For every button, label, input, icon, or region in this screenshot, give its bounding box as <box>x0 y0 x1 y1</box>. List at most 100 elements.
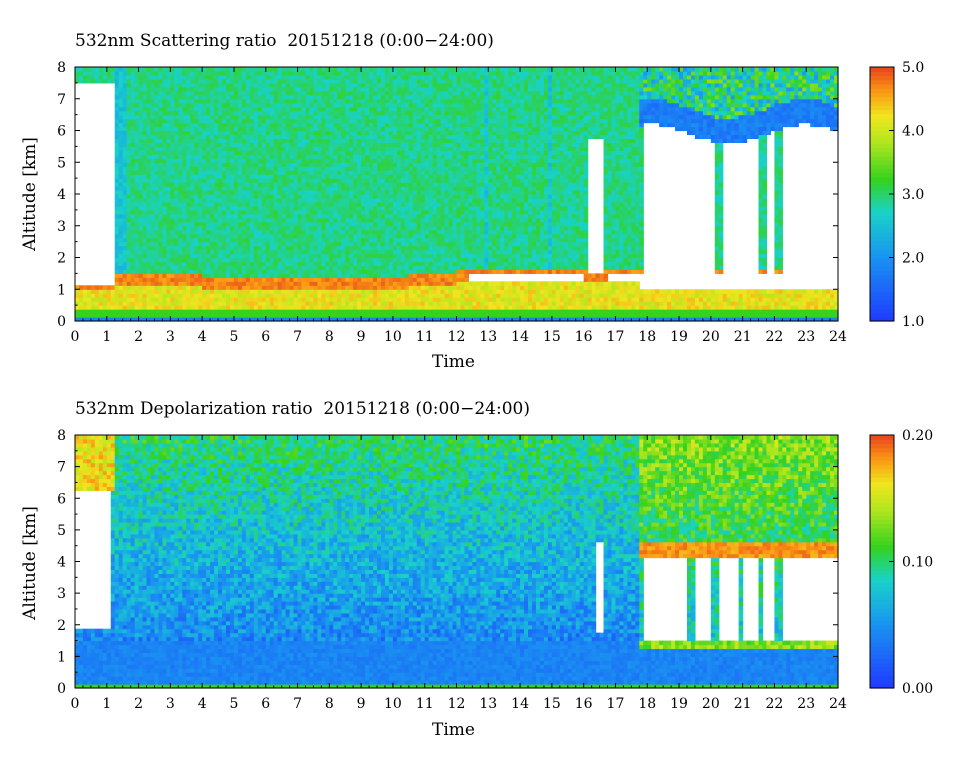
heatmap-cell <box>325 106 330 112</box>
heatmap-cell <box>126 317 132 322</box>
heatmap-cell <box>309 237 315 243</box>
heatmap-cell <box>154 178 160 183</box>
heatmap-cell <box>265 102 271 108</box>
heatmap-cell <box>222 110 227 116</box>
heatmap-cell <box>237 301 243 306</box>
heatmap-cell <box>357 90 362 96</box>
heatmap-cell <box>237 98 243 104</box>
heatmap-cell <box>146 217 152 223</box>
heatmap-cell <box>253 317 259 322</box>
heatmap-cell <box>122 205 128 211</box>
heatmap-cell <box>408 178 414 183</box>
heatmap-cell <box>174 174 179 179</box>
heatmap-cell <box>329 273 334 278</box>
heatmap-cell <box>337 257 342 263</box>
heatmap-cell <box>229 86 235 92</box>
heatmap-cell <box>408 94 414 100</box>
heatmap-cell <box>249 213 255 219</box>
heatmap-cell <box>190 261 195 267</box>
heatmap-cell <box>229 241 235 247</box>
heatmap-cell <box>118 158 124 163</box>
heatmap-cell <box>126 70 132 76</box>
heatmap-cell <box>309 190 315 195</box>
heatmap-cell <box>357 301 362 306</box>
heatmap-cell <box>265 297 271 302</box>
heatmap-cell <box>202 90 207 96</box>
heatmap-cell <box>301 261 307 267</box>
heatmap-cell <box>301 134 307 140</box>
heatmap-cell <box>313 194 319 199</box>
heatmap-cell <box>190 289 195 294</box>
heatmap-cell <box>273 86 279 92</box>
heatmap-cell <box>229 253 235 259</box>
heatmap-cell <box>114 142 120 147</box>
heatmap-cell <box>293 190 299 195</box>
heatmap-cell <box>245 245 251 251</box>
heatmap-cell <box>329 194 334 199</box>
heatmap-cell <box>384 237 390 243</box>
heatmap-cell <box>146 158 152 163</box>
heatmap-cell <box>273 190 279 195</box>
heatmap-cell <box>222 277 227 282</box>
heatmap-cell <box>325 265 330 271</box>
heatmap-cell <box>86 74 92 80</box>
heatmap-cell <box>400 301 406 306</box>
heatmap-cell <box>313 186 319 191</box>
heatmap-cell <box>229 237 235 243</box>
heatmap-cell <box>94 285 100 290</box>
heatmap-cell <box>257 178 263 183</box>
heatmap-cell <box>297 150 303 155</box>
heatmap-cell <box>257 229 263 235</box>
heatmap-cell <box>341 269 346 274</box>
heatmap-cell <box>313 122 319 128</box>
heatmap-cell <box>174 317 179 322</box>
heatmap-cell <box>233 142 239 147</box>
heatmap-cell <box>170 269 175 274</box>
heatmap-cell <box>321 94 326 100</box>
heatmap-cell <box>154 217 160 223</box>
heatmap-cell <box>190 197 195 203</box>
heatmap-cell <box>206 146 211 151</box>
heatmap-cell <box>114 166 120 171</box>
heatmap-cell <box>408 217 414 223</box>
heatmap-cell <box>233 285 239 290</box>
heatmap-cell <box>277 253 283 259</box>
heatmap-cell <box>357 197 362 203</box>
heatmap-cell <box>373 273 378 278</box>
heatmap-cell <box>357 74 362 80</box>
heatmap-cell <box>333 70 338 76</box>
heatmap-cell <box>373 106 378 112</box>
heatmap-cell <box>277 114 283 120</box>
heatmap-cell <box>130 201 136 207</box>
heatmap-cell <box>365 221 370 227</box>
heatmap-cell <box>353 78 358 84</box>
heatmap-cell <box>198 221 203 227</box>
heatmap-cell <box>158 297 164 302</box>
heatmap-cell <box>162 138 167 144</box>
heatmap-cell <box>289 170 295 175</box>
heatmap-cell <box>269 70 275 76</box>
heatmap-cell <box>241 249 247 255</box>
heatmap-cell <box>273 285 279 290</box>
heatmap-cell <box>233 253 239 259</box>
heatmap-cell <box>269 82 275 88</box>
heatmap-cell <box>289 273 295 278</box>
heatmap-cell <box>313 261 319 267</box>
heatmap-cell <box>277 90 283 96</box>
heatmap-cell <box>277 138 283 144</box>
heatmap-cell <box>130 138 136 144</box>
heatmap-cell <box>317 309 322 314</box>
heatmap-cell <box>396 190 402 195</box>
heatmap-cell <box>265 122 271 128</box>
heatmap-cell <box>257 269 263 274</box>
heatmap-cell <box>214 146 219 151</box>
heatmap-cell <box>297 273 303 278</box>
heatmap-cell <box>281 98 287 104</box>
heatmap-cell <box>202 229 207 235</box>
heatmap-cell <box>229 313 235 318</box>
heatmap-cell <box>249 221 255 227</box>
heatmap-cell <box>178 245 183 251</box>
heatmap-cell <box>357 233 362 239</box>
heatmap-cell <box>186 78 191 84</box>
heatmap-cell <box>154 158 160 163</box>
